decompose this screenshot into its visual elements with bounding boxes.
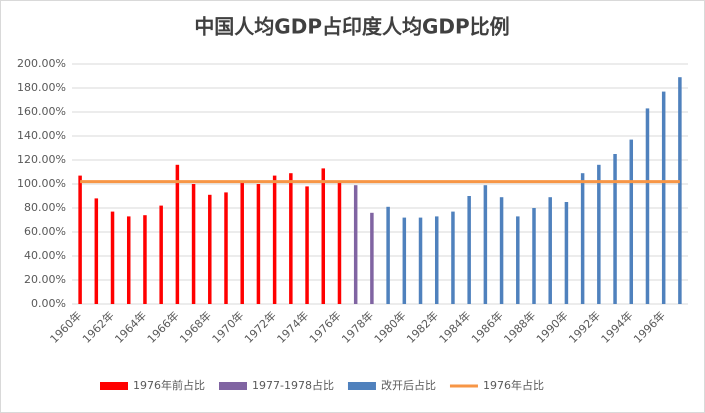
bar (289, 173, 293, 304)
bar (159, 205, 163, 304)
legend-label: 改开后占比 (381, 378, 436, 392)
bar (191, 184, 196, 304)
bar (94, 198, 99, 304)
bar (516, 216, 520, 304)
bar (418, 217, 423, 304)
bar (224, 192, 228, 304)
bar (402, 217, 407, 304)
y-tick-label: 80.00% (24, 201, 66, 214)
bar (256, 184, 261, 304)
y-tick-label: 140.00% (17, 129, 66, 142)
legend-swatch (100, 382, 128, 390)
bar (483, 185, 488, 304)
bar (597, 164, 601, 304)
bar (645, 108, 650, 305)
y-tick-label: 200.00% (17, 57, 66, 70)
bar (564, 202, 569, 304)
legend-label: 1977-1978占比 (252, 378, 334, 392)
bar (78, 175, 82, 304)
y-tick-label: 180.00% (17, 81, 66, 94)
chart-title: 中国人均GDP占印度人均GDP比例 (194, 15, 509, 39)
bar (580, 173, 585, 304)
bar (499, 197, 504, 304)
bar (370, 212, 374, 304)
bar (208, 194, 212, 304)
legend-label: 1976年前占比 (133, 378, 205, 392)
bar (143, 215, 147, 304)
legend-swatch (347, 382, 376, 390)
bar (321, 168, 326, 304)
bar (613, 154, 617, 304)
bar (467, 196, 471, 304)
bar (240, 182, 244, 304)
y-tick-label: 100.00% (17, 177, 66, 190)
legend-swatch (219, 382, 247, 390)
bar (337, 181, 342, 304)
bar (175, 164, 180, 304)
bar (532, 208, 536, 304)
bar (386, 206, 390, 304)
legend-label: 1976年占比 (483, 378, 544, 392)
bar (305, 186, 309, 304)
y-tick-label: 20.00% (24, 273, 66, 286)
bar (548, 197, 552, 304)
bar (434, 216, 439, 304)
bar (451, 211, 455, 304)
bar (126, 216, 131, 304)
y-tick-label: 60.00% (24, 225, 66, 238)
y-tick-label: 120.00% (17, 153, 66, 166)
y-tick-label: 40.00% (24, 249, 66, 262)
y-tick-label: 160.00% (17, 105, 66, 118)
bar (272, 175, 277, 304)
bar (678, 77, 682, 304)
y-tick-label: 0.00% (31, 297, 66, 310)
bar (353, 185, 358, 304)
bar (110, 211, 115, 304)
bar (661, 91, 666, 304)
bar (629, 139, 634, 304)
